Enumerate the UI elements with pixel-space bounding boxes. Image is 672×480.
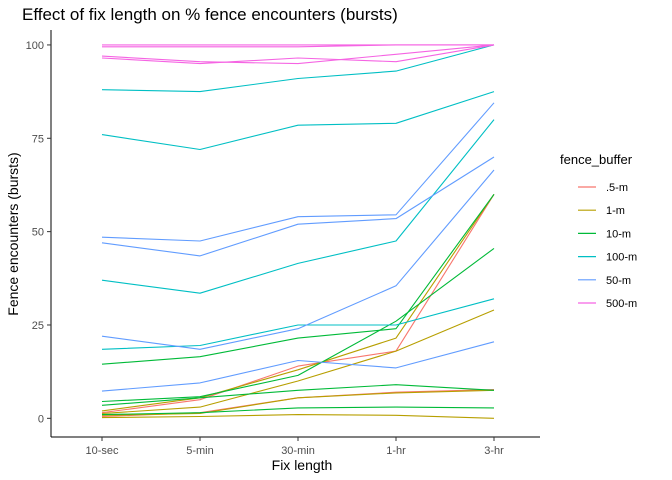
series-line-500-m-19 [102, 44, 494, 48]
series-line-50-m-15 [101, 156, 495, 257]
series-line-500-m-20 [101, 44, 495, 65]
series-line-1-m-5 [101, 414, 495, 419]
x-tick-label-1-hr: 1-hr [386, 445, 406, 457]
y-tick-label-0: 0 [38, 413, 44, 425]
series-line-100-m-10 [101, 44, 495, 93]
y-axis-label: Fence encounters (bursts) [5, 152, 21, 315]
legend-title: fence_buffer [560, 152, 633, 167]
legend: fence_buffer .5-m 1-m 10-m 100-m 50-m 500-m [560, 152, 637, 310]
series-line-10-m-6 [101, 193, 495, 365]
series-line-10-m-9 [101, 406, 495, 416]
series-line-1-m-2 [101, 193, 495, 412]
chart-title: Effect of fix length on % fence encounte… [22, 5, 398, 24]
series-line-50-m-17 [101, 341, 495, 392]
series-line-1-m-3 [101, 309, 495, 415]
series-line-p5-m-0 [101, 194, 495, 414]
legend-label-p5-m: .5-m [606, 182, 628, 194]
series-line-100-m-12 [101, 119, 495, 294]
series-line-1-m-4 [101, 389, 495, 416]
y-tick-label-75: 75 [32, 133, 44, 145]
series-line-50-m-14 [101, 102, 495, 242]
y-tick-label-50: 50 [32, 227, 44, 239]
legend-label-50-m: 50-m [606, 275, 631, 287]
series-line-10-m-7 [101, 247, 495, 403]
series-line-100-m-13 [101, 298, 495, 350]
series-line-10-m-8 [101, 384, 495, 406]
legend-label-100-m: 100-m [606, 252, 637, 264]
series-line-50-m-16 [101, 169, 495, 350]
x-tick-label-5-min: 5-min [186, 445, 214, 457]
series-line-100-m-11 [101, 91, 495, 151]
y-tick-label-100: 100 [26, 40, 44, 52]
legend-label-10-m: 10-m [606, 228, 631, 240]
series-layer [101, 44, 495, 419]
series-line-500-m-21 [101, 44, 495, 65]
legend-label-1-m: 1-m [606, 205, 625, 217]
legend-label-500-m: 500-m [606, 298, 637, 310]
y-tick-label-25: 25 [32, 320, 44, 332]
x-tick-label-10-sec: 10-sec [85, 445, 119, 457]
axes-layer: 0 25 50 75 100 10-sec 5-min 30-min 1-hr 3-hr [26, 30, 540, 457]
x-tick-label-30-min: 30-min [281, 445, 315, 457]
x-tick-label-3-hr: 3-hr [484, 445, 504, 457]
x-axis-label: Fix length [272, 457, 333, 473]
